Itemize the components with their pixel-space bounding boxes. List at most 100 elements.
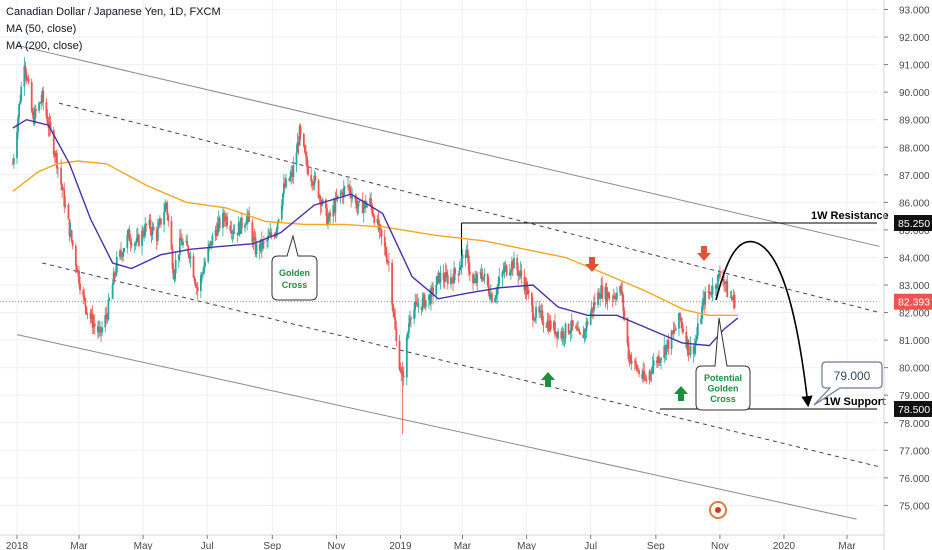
candle-body [408,323,410,333]
candle-body [430,288,432,304]
candle-body [468,271,471,275]
candle-body [108,298,111,300]
candle-body [46,116,49,125]
candle-body [48,122,51,129]
candle-body [663,346,666,358]
candle-body [453,268,455,284]
candle-body [600,285,603,298]
candle-body [420,306,423,310]
candle-body [160,218,162,225]
candle-body [90,313,93,319]
candle-body [12,158,15,164]
candle-body [343,186,346,188]
candle-body [327,220,329,225]
candle-body [707,291,710,293]
candle-body [450,277,452,285]
candle-body [561,331,564,339]
candle-body [731,298,734,300]
candle-body [702,298,705,307]
candle-body [446,274,449,285]
candle-body [167,215,170,221]
time-tick-label: Mar [70,541,88,550]
candle-body [128,229,131,241]
grid [0,0,877,535]
candle-body [494,297,496,303]
time-tick-label: Sep [263,541,281,550]
candle-body [216,223,219,236]
candle-body [586,321,589,325]
candle-body [457,274,460,275]
candle-body [310,174,313,181]
candle-body [84,298,87,307]
golden-cross-text-line: Golden [279,268,310,278]
candle-body [509,270,512,273]
candle-body [605,286,608,302]
candle-body [225,216,227,222]
candle-body [553,321,555,330]
candle-body [732,295,735,300]
candle-body [508,272,511,275]
candle-body [289,176,292,181]
candle-body [105,315,108,317]
candles [11,56,736,434]
candle-body [107,299,110,320]
candle-body [41,90,44,102]
candle-body [627,343,630,360]
candle-body [709,291,712,295]
candle-body [398,340,401,370]
candle-body [74,245,77,266]
candle-body [164,204,167,213]
channel-lower-solid [16,334,857,520]
potential-golden-cross-callout [695,317,751,411]
candle-body [636,365,638,371]
price-tick-label: 75.000 [899,501,930,512]
candle-body [567,323,570,333]
candle-body [527,289,530,294]
candle-body [186,241,189,247]
candle-body [652,360,655,366]
candle-body [196,287,199,292]
price-tick-label: 89.000 [899,116,930,127]
time-tick-label: May [134,541,153,550]
candle-body [497,283,500,288]
candle-body [620,286,623,292]
candle-body [674,328,677,331]
candle-body [399,369,402,373]
candle-body [672,329,675,334]
candle-body [400,371,403,373]
candle-body [723,281,726,282]
candle-body [302,133,305,147]
price-tick-label: 93.000 [899,6,930,17]
candle-body [541,310,544,323]
candle-body [372,213,375,217]
candle-body [284,183,286,187]
candle-body [222,213,224,228]
candle-body [70,230,73,241]
candle-body [436,276,439,286]
candle-body [339,193,342,196]
candle-body [461,254,464,259]
candle-body [614,297,617,300]
candle-body [253,237,256,238]
candle-body [64,204,67,207]
candle-body [525,282,528,295]
potential-golden-cross-text-line: Cross [710,394,736,404]
candle-body [181,239,183,246]
candle-body [236,232,239,236]
candle-body [229,225,232,231]
candle-body [143,235,146,237]
candle-body [413,309,416,320]
candle-body [422,294,425,299]
candle-body [79,283,81,291]
candle-body [193,277,196,282]
candle-body [334,197,337,213]
candle-body [526,289,529,295]
candle-body [546,320,549,328]
candle-body [56,152,58,169]
candle-body [593,302,596,305]
candle-body [671,331,674,334]
candle-body [347,185,349,187]
candle-body [340,192,343,194]
candle-body [601,285,604,299]
candle-body [192,256,195,278]
